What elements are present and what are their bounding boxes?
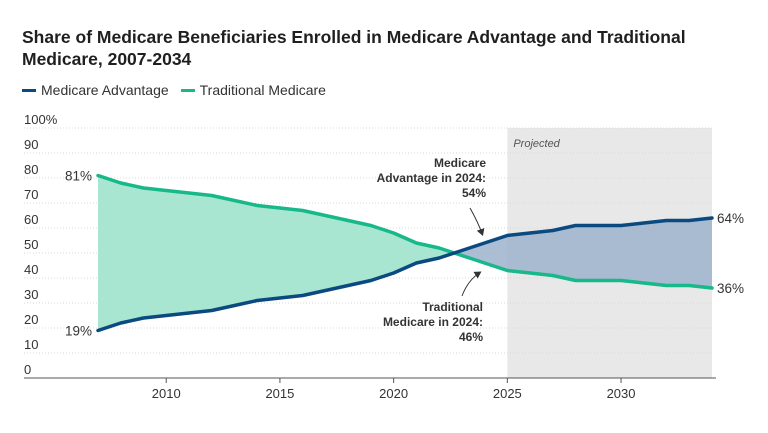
legend: Medicare Advantage Traditional Medicare [22,80,338,100]
legend-label-traditional-medicare: Traditional Medicare [199,82,326,98]
data-label-traditional-end: 36% [717,281,744,296]
data-label-advantage-end: 64% [717,211,744,226]
chart-title: Share of Medicare Beneficiaries Enrolled… [22,27,686,69]
data-label-traditional-start: 81% [65,169,92,184]
y-tick-label: 30 [24,287,38,302]
y-tick-label: 90 [24,137,38,152]
series-line-traditional-medicare [96,173,714,290]
y-tick-label: 40 [24,262,38,277]
x-tick-label: 2015 [265,386,294,401]
x-tick-label: 2025 [493,386,522,401]
projected-label: Projected [513,138,560,150]
annotation-advantage-line: 54% [462,186,486,200]
annotation-traditional-line: Medicare in 2024: [383,315,483,329]
y-tick-label: 20 [24,312,38,327]
annotation-arrow-advantage [469,207,485,236]
annotation-advantage-2024: Medicare Advantage in 2024: 54% [377,156,487,200]
x-tick-label: 2010 [152,386,181,401]
x-tick-label: 2020 [379,386,408,401]
x-tick-label: 2030 [607,386,636,401]
y-tick-label: 100% [24,112,58,127]
annotation-arrow-traditional [461,271,482,297]
legend-swatch-medicare-advantage [22,88,36,92]
annotation-traditional-2024: Traditional Medicare in 2024: 46% [383,300,483,344]
y-tick-label: 10 [24,337,38,352]
legend-item-traditional-medicare: Traditional Medicare [180,82,326,98]
legend-item-medicare-advantage: Medicare Advantage [22,82,169,98]
annotations: Medicare Advantage in 2024: 54% Traditional… [377,156,487,344]
y-tick-label: 0 [24,362,31,377]
y-tick-label: 70 [24,187,38,202]
annotation-traditional-line: Traditional [422,300,483,314]
legend-swatch-traditional-medicare [180,88,195,92]
annotation-advantage-line: Advantage in 2024: [377,171,486,185]
y-tick-label: 60 [24,212,38,227]
data-label-advantage-start: 19% [65,324,92,339]
data-labels: 81% 19% 64% 36% [65,169,744,339]
y-tick-label: 50 [24,237,38,252]
series-lines [96,173,714,333]
area-fill-traditional-above [98,175,455,331]
legend-label-medicare-advantage: Medicare Advantage [41,82,169,98]
annotation-advantage-line: Medicare [434,156,486,170]
annotation-traditional-line: 46% [459,330,483,344]
y-tick-label: 80 [24,162,38,177]
series-line-medicare-advantage [96,216,714,333]
